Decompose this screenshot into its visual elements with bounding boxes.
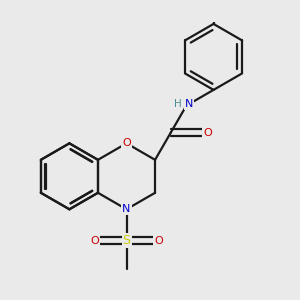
Text: O: O [203,128,212,138]
Text: N: N [185,99,194,109]
Text: O: O [122,138,131,148]
Text: H: H [175,99,182,109]
Text: O: O [214,0,224,1]
Text: O: O [154,236,163,246]
Text: O: O [90,236,99,246]
Text: S: S [122,234,130,247]
Text: N: N [122,204,131,214]
